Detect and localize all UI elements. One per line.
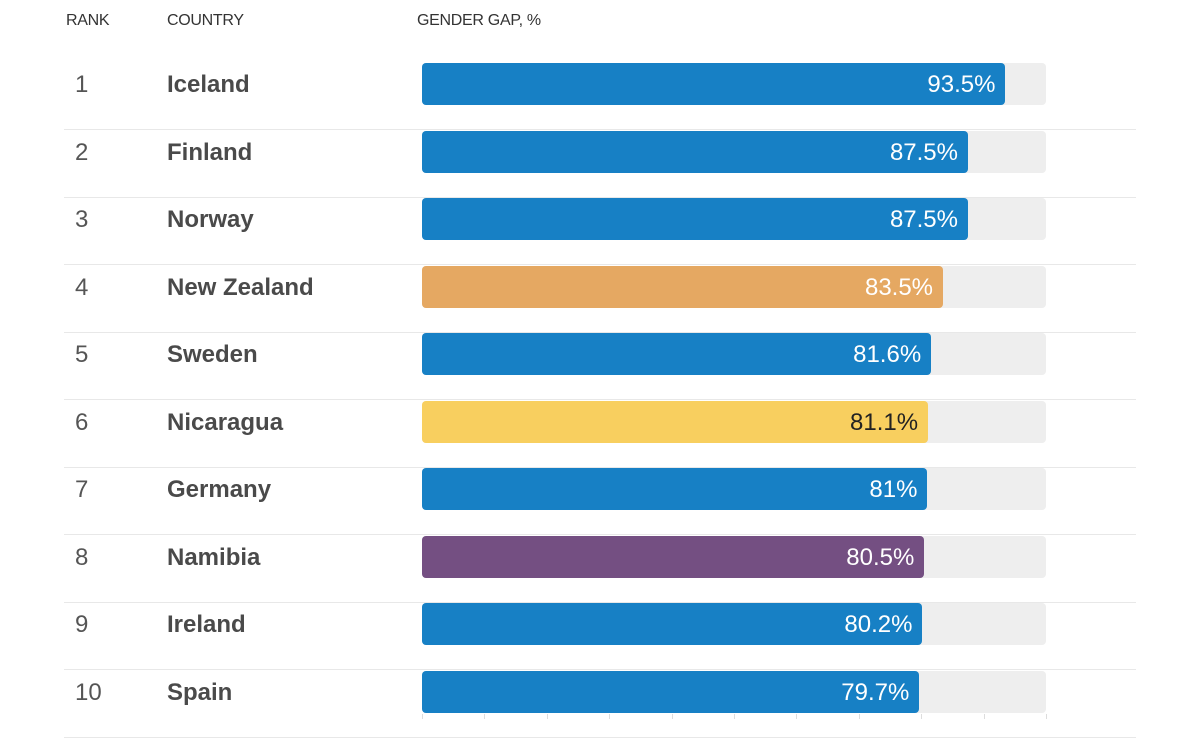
row-divider — [64, 466, 1136, 468]
country-label: Finland — [167, 138, 253, 166]
row-divider — [64, 534, 1136, 535]
value-label: 87.5% — [889, 206, 958, 233]
rank-label: 4 — [75, 273, 89, 301]
axis-tick — [983, 714, 985, 719]
axis-tick — [796, 714, 798, 719]
value-label: 87.5% — [889, 138, 958, 166]
rank-label: 8 — [75, 543, 89, 571]
axis-tick — [858, 714, 860, 719]
row-divider — [64, 399, 1136, 400]
bar-track: 93.5% — [422, 63, 1046, 105]
row-divider — [64, 736, 1136, 738]
table-row: 4 New Zealand 83.5% — [64, 265, 1136, 333]
bar: 93.5% — [422, 63, 1006, 105]
country-label: Spain — [167, 678, 233, 706]
country-label: Iceland — [167, 71, 250, 98]
country-label: Norway — [167, 206, 254, 233]
bar: 80.5% — [422, 535, 925, 578]
bar-track: 83.5% — [422, 265, 1046, 308]
row-divider — [64, 264, 1136, 265]
axis-tick — [1046, 714, 1047, 719]
value-label: 83.5% — [864, 273, 934, 301]
row-divider — [64, 196, 1136, 198]
axis-tick — [546, 714, 548, 719]
gender-gap-header: GENDER GAP, % — [417, 12, 541, 29]
row-divider — [64, 669, 1136, 670]
rank-label: 5 — [75, 341, 89, 368]
bar: 80.2% — [422, 603, 923, 645]
bar: 81% — [422, 468, 928, 510]
axis-tick — [671, 714, 673, 719]
value-label: 80.5% — [846, 543, 915, 571]
rank-label: 9 — [75, 611, 89, 638]
rank-label: 6 — [75, 408, 89, 436]
table-row: 5 Sweden 81.6% — [64, 333, 1136, 400]
axis-tick — [921, 714, 923, 719]
bar-track: 81.6% — [422, 333, 1046, 375]
country-label: Namibia — [167, 543, 261, 571]
bar-track: 81.1% — [422, 400, 1046, 443]
country-header: COUNTRY — [167, 12, 244, 29]
row-divider — [64, 129, 1136, 130]
table-row: 9 Ireland 80.2% — [64, 603, 1136, 670]
bar: 83.5% — [422, 265, 944, 308]
table-row: 6 Nicaragua 81.1% — [64, 400, 1136, 468]
bar-track: 87.5% — [422, 130, 1046, 173]
rank-label: 2 — [75, 138, 89, 166]
rank-label: 10 — [75, 678, 102, 706]
value-label: 81% — [869, 476, 918, 503]
country-label: Nicaragua — [167, 408, 284, 436]
bar-track: 81% — [422, 468, 1046, 510]
table-row: 10 Spain 79.7% — [64, 670, 1136, 738]
axis-tick — [609, 714, 611, 719]
row-divider — [64, 331, 1136, 333]
axis-tick — [734, 714, 735, 719]
table-row: 3 Norway 87.5% — [64, 198, 1136, 265]
country-label: Sweden — [167, 341, 258, 368]
country-label: Ireland — [167, 611, 246, 638]
value-label: 79.7% — [841, 678, 910, 706]
country-label: New Zealand — [167, 273, 314, 301]
rank-label: 1 — [75, 71, 89, 98]
bar: 81.1% — [422, 400, 929, 443]
country-label: Germany — [167, 476, 272, 503]
rank-header: RANK — [66, 12, 110, 29]
axis-tick — [422, 714, 423, 719]
axis-tick — [484, 714, 486, 719]
table-row: 1 Iceland 93.5% — [64, 63, 1136, 130]
rank-label: 3 — [75, 206, 89, 233]
table-row: 7 Germany 81% — [64, 468, 1136, 535]
bar: 87.5% — [422, 198, 968, 240]
bar: 81.6% — [422, 333, 932, 375]
table-row: 2 Finland 87.5% — [64, 130, 1136, 198]
bar-track: 87.5% — [422, 198, 1046, 240]
bar-track: 80.2% — [422, 603, 1046, 645]
value-label: 81.6% — [853, 341, 922, 368]
bar-track: 79.7% — [422, 670, 1046, 713]
bar: 87.5% — [422, 130, 968, 173]
table-row: 8 Namibia 80.5% — [64, 535, 1136, 603]
bar-track: 80.5% — [422, 535, 1046, 578]
value-label: 93.5% — [927, 71, 996, 98]
value-label: 80.2% — [844, 611, 913, 638]
rank-label: 7 — [75, 476, 89, 503]
value-label: 81.1% — [850, 408, 919, 436]
row-divider — [64, 601, 1136, 603]
bar: 79.7% — [422, 670, 920, 713]
